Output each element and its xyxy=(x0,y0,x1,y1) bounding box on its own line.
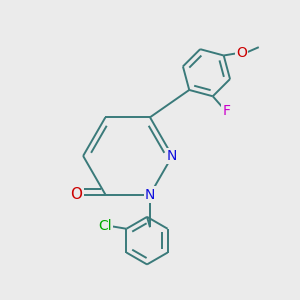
Text: N: N xyxy=(167,149,178,163)
Text: N: N xyxy=(145,188,155,202)
Text: Cl: Cl xyxy=(98,219,112,233)
Text: O: O xyxy=(70,187,82,202)
Text: O: O xyxy=(236,46,247,60)
Text: F: F xyxy=(222,104,230,118)
